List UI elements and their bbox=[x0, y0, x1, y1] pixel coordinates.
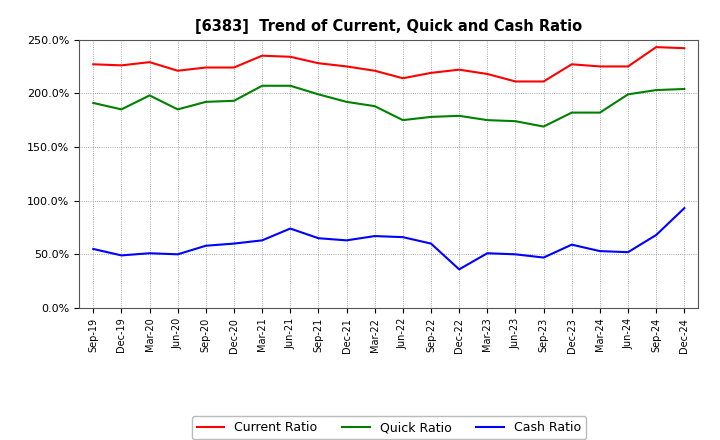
Quick Ratio bbox=[145, 93, 154, 98]
Quick Ratio bbox=[680, 86, 688, 92]
Cash Ratio bbox=[202, 243, 210, 248]
Current Ratio bbox=[202, 65, 210, 70]
Line: Cash Ratio: Cash Ratio bbox=[94, 208, 684, 269]
Cash Ratio bbox=[399, 235, 408, 240]
Cash Ratio bbox=[258, 238, 266, 243]
Cash Ratio bbox=[174, 252, 182, 257]
Current Ratio bbox=[89, 62, 98, 67]
Current Ratio bbox=[427, 70, 436, 76]
Title: [6383]  Trend of Current, Quick and Cash Ratio: [6383] Trend of Current, Quick and Cash … bbox=[195, 19, 582, 34]
Cash Ratio bbox=[342, 238, 351, 243]
Quick Ratio bbox=[230, 98, 238, 103]
Current Ratio bbox=[342, 64, 351, 69]
Cash Ratio bbox=[427, 241, 436, 246]
Quick Ratio bbox=[314, 92, 323, 97]
Cash Ratio bbox=[539, 255, 548, 260]
Current Ratio bbox=[624, 64, 632, 69]
Current Ratio bbox=[595, 64, 604, 69]
Current Ratio bbox=[370, 68, 379, 73]
Line: Current Ratio: Current Ratio bbox=[94, 47, 684, 81]
Quick Ratio bbox=[567, 110, 576, 115]
Current Ratio bbox=[145, 59, 154, 65]
Current Ratio bbox=[399, 76, 408, 81]
Quick Ratio bbox=[399, 117, 408, 123]
Cash Ratio bbox=[624, 249, 632, 255]
Current Ratio bbox=[511, 79, 520, 84]
Current Ratio bbox=[174, 68, 182, 73]
Quick Ratio bbox=[624, 92, 632, 97]
Cash Ratio bbox=[370, 234, 379, 239]
Cash Ratio bbox=[511, 252, 520, 257]
Cash Ratio bbox=[567, 242, 576, 247]
Legend: Current Ratio, Quick Ratio, Cash Ratio: Current Ratio, Quick Ratio, Cash Ratio bbox=[192, 416, 586, 439]
Current Ratio bbox=[483, 71, 492, 77]
Current Ratio bbox=[567, 62, 576, 67]
Quick Ratio bbox=[117, 107, 126, 112]
Quick Ratio bbox=[455, 113, 464, 118]
Cash Ratio bbox=[117, 253, 126, 258]
Quick Ratio bbox=[286, 83, 294, 88]
Current Ratio bbox=[455, 67, 464, 72]
Cash Ratio bbox=[595, 249, 604, 254]
Cash Ratio bbox=[483, 251, 492, 256]
Quick Ratio bbox=[652, 88, 660, 93]
Current Ratio bbox=[314, 61, 323, 66]
Quick Ratio bbox=[511, 118, 520, 124]
Cash Ratio bbox=[230, 241, 238, 246]
Cash Ratio bbox=[652, 232, 660, 238]
Cash Ratio bbox=[314, 235, 323, 241]
Quick Ratio bbox=[342, 99, 351, 105]
Current Ratio bbox=[652, 44, 660, 50]
Quick Ratio bbox=[202, 99, 210, 105]
Cash Ratio bbox=[286, 226, 294, 231]
Line: Quick Ratio: Quick Ratio bbox=[94, 86, 684, 127]
Quick Ratio bbox=[174, 107, 182, 112]
Quick Ratio bbox=[258, 83, 266, 88]
Quick Ratio bbox=[595, 110, 604, 115]
Quick Ratio bbox=[483, 117, 492, 123]
Quick Ratio bbox=[370, 103, 379, 109]
Current Ratio bbox=[258, 53, 266, 59]
Cash Ratio bbox=[145, 251, 154, 256]
Cash Ratio bbox=[89, 246, 98, 252]
Cash Ratio bbox=[455, 267, 464, 272]
Current Ratio bbox=[539, 79, 548, 84]
Current Ratio bbox=[117, 63, 126, 68]
Quick Ratio bbox=[427, 114, 436, 120]
Cash Ratio bbox=[680, 205, 688, 211]
Current Ratio bbox=[680, 46, 688, 51]
Quick Ratio bbox=[89, 100, 98, 106]
Quick Ratio bbox=[539, 124, 548, 129]
Current Ratio bbox=[230, 65, 238, 70]
Current Ratio bbox=[286, 54, 294, 59]
